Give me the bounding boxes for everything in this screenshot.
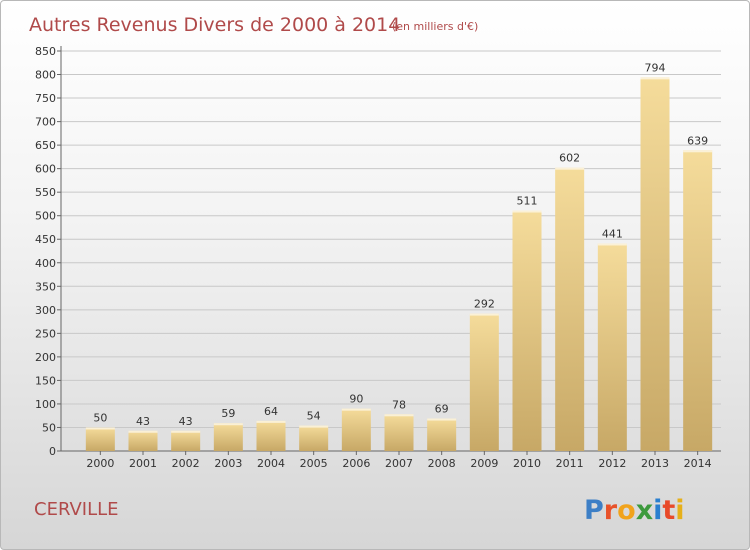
bar-highlight	[555, 167, 585, 170]
x-tick-label: 2012	[598, 457, 626, 470]
bar-highlight	[640, 77, 670, 80]
axes: 0501001502002503003504004505005506006507…	[35, 45, 721, 470]
bar	[299, 425, 329, 451]
x-tick-label: 2001	[129, 457, 157, 470]
y-tick-label: 100	[35, 398, 56, 411]
logo-letter: o	[617, 495, 636, 526]
bar-highlight	[128, 430, 158, 433]
logo-letter: i	[653, 495, 662, 526]
bar-highlight	[597, 243, 627, 246]
x-tick-label: 2006	[342, 457, 370, 470]
data-label: 90	[349, 393, 363, 406]
x-tick-label: 2013	[641, 457, 669, 470]
bar	[256, 420, 286, 451]
location-label: CERVILLE	[34, 499, 119, 520]
data-label: 43	[179, 415, 193, 428]
logo-letter: x	[636, 495, 653, 526]
y-tick-label: 450	[35, 233, 56, 246]
y-tick-label: 600	[35, 163, 56, 176]
data-label: 43	[136, 415, 150, 428]
bar-highlight	[213, 423, 243, 426]
bar-highlight	[299, 425, 329, 428]
bar	[213, 423, 243, 451]
bar-highlight	[85, 427, 115, 430]
bar-highlight	[683, 150, 713, 153]
bar	[128, 430, 158, 451]
y-tick-label: 200	[35, 351, 56, 364]
x-tick-label: 2000	[86, 457, 114, 470]
logo-letter: t	[662, 495, 675, 526]
data-label: 78	[392, 398, 406, 411]
logo-letter: i	[675, 495, 684, 526]
y-tick-label: 250	[35, 327, 56, 340]
y-tick-label: 150	[35, 374, 56, 387]
y-tick-label: 500	[35, 210, 56, 223]
data-label: 602	[559, 152, 580, 165]
x-tick-label: 2007	[385, 457, 413, 470]
bar-highlight	[256, 420, 286, 423]
chart-title: Autres Revenus Divers de 2000 à 2014	[29, 14, 400, 36]
bar-highlight	[469, 313, 499, 316]
bar	[597, 243, 627, 451]
y-tick-label: 850	[35, 45, 56, 58]
data-label: 59	[221, 407, 235, 420]
y-tick-label: 750	[35, 92, 56, 105]
x-tick-label: 2014	[684, 457, 712, 470]
proxiti-logo-text: Proxiti	[584, 495, 685, 526]
logo-letter: r	[604, 495, 618, 526]
bar	[555, 167, 585, 452]
y-tick-label: 300	[35, 304, 56, 317]
bar	[469, 313, 499, 451]
logo-letter: P	[584, 495, 604, 526]
x-tick-label: 2003	[214, 457, 242, 470]
bar-highlight	[341, 408, 371, 411]
y-tick-label: 400	[35, 257, 56, 270]
bar-highlight	[427, 418, 457, 421]
x-tick-label: 2004	[257, 457, 285, 470]
x-tick-label: 2010	[513, 457, 541, 470]
data-label: 441	[602, 227, 623, 240]
bar-highlight	[384, 414, 414, 417]
data-label: 292	[474, 298, 495, 311]
x-tick-label: 2009	[470, 457, 498, 470]
grid	[61, 50, 721, 428]
data-label: 794	[645, 61, 666, 74]
bar	[384, 414, 414, 451]
chart-subtitle: (en milliers d'€)	[392, 20, 478, 33]
y-tick-label: 0	[49, 445, 56, 458]
y-tick-label: 50	[42, 421, 56, 434]
proxiti-logo: Proxiti	[584, 495, 685, 526]
data-label: 64	[264, 405, 278, 418]
data-label: 50	[93, 411, 107, 424]
bar	[85, 427, 115, 451]
bar	[512, 210, 542, 451]
bar-highlight	[171, 430, 201, 433]
y-tick-label: 800	[35, 69, 56, 82]
value-labels: 50 43 43 59 64 54 90 78 69 292 511 602 441 794 639	[93, 61, 708, 427]
bar	[171, 430, 201, 451]
bar	[683, 150, 713, 451]
x-tick-label: 2008	[428, 457, 456, 470]
data-label: 54	[307, 410, 321, 423]
bar	[640, 77, 670, 452]
y-tick-label: 700	[35, 116, 56, 129]
bars	[85, 77, 713, 452]
data-label: 511	[517, 195, 538, 208]
x-tick-label: 2005	[300, 457, 328, 470]
data-label: 69	[435, 403, 449, 416]
y-tick-label: 550	[35, 186, 56, 199]
data-label: 639	[687, 134, 708, 147]
x-tick-label: 2002	[172, 457, 200, 470]
y-tick-label: 650	[35, 139, 56, 152]
bar	[427, 418, 457, 451]
y-tick-label: 350	[35, 280, 56, 293]
bar-highlight	[512, 210, 542, 213]
x-tick-label: 2011	[556, 457, 584, 470]
bar	[341, 408, 371, 451]
